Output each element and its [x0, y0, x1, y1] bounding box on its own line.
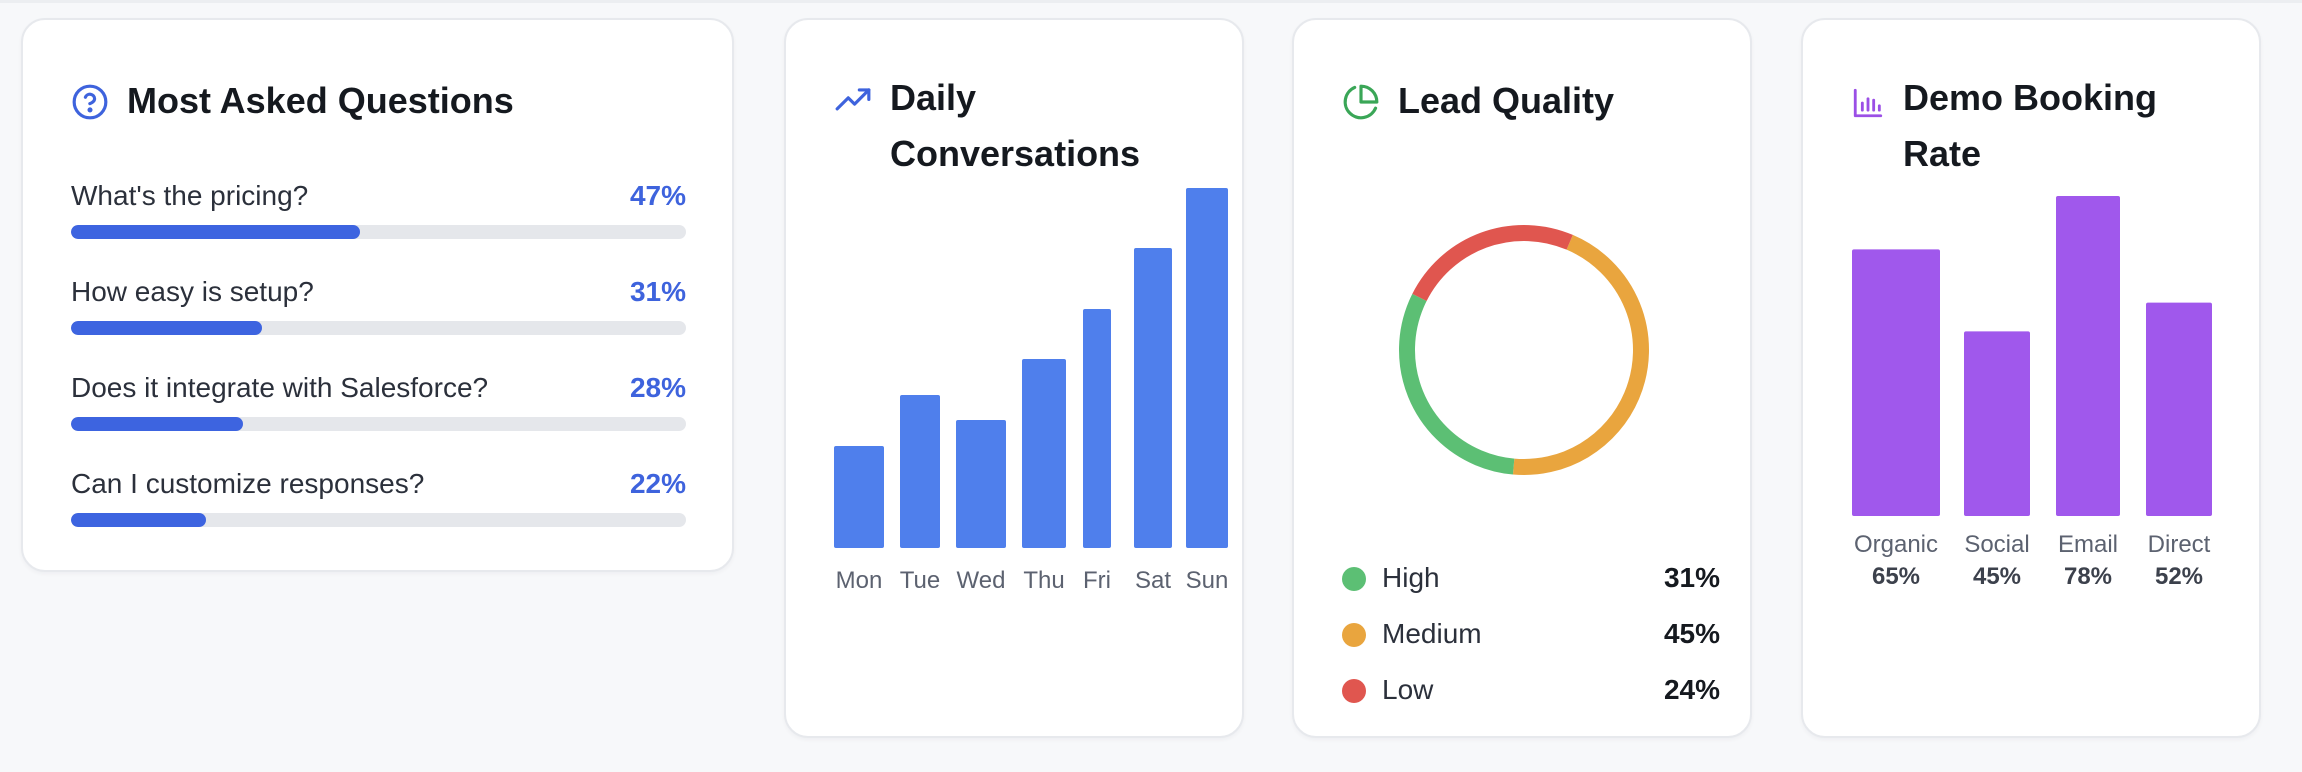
- progress-fill: [71, 225, 361, 239]
- lead-quality-card: Lead Quality High 31% Medium 45% Low 24%: [1292, 18, 1752, 738]
- data-label: 45%: [1973, 563, 2021, 590]
- daily-conversations-card: Daily Conversations Mon Tue Wed Thu Fri Sat Su…: [784, 18, 1244, 738]
- bar-chart-icon: [1851, 86, 1885, 125]
- legend-label: Medium: [1382, 618, 1482, 649]
- progress-fill: [71, 513, 207, 527]
- daily-conversations-chart: Mon Tue Wed Thu Fri Sat Sun: [834, 188, 1229, 594]
- bar: [956, 420, 1006, 548]
- card-title-line-1: Daily: [890, 77, 977, 118]
- legend-value: 31%: [1663, 562, 1720, 593]
- legend-dot: [1342, 679, 1366, 703]
- question-percentage: 28%: [629, 372, 686, 403]
- x-tick-label: Organic: [1854, 531, 1938, 558]
- x-tick-label: Wed: [957, 567, 1006, 594]
- demo-booking-rate-card: Demo Booking Rate Organic 65% Social 45% Ema…: [1801, 18, 2261, 738]
- card-title-line-2: Rate: [1903, 133, 1982, 174]
- x-tick-label: Social: [1964, 531, 2029, 558]
- legend-dot: [1342, 567, 1366, 591]
- most-asked-questions-card: Most Asked Questions What's the pricing?…: [21, 18, 734, 572]
- question-percentage: 31%: [629, 276, 686, 307]
- card-title-line-2: Conversations: [890, 133, 1141, 174]
- x-tick-label: Mon: [836, 567, 883, 594]
- donut-group: [1399, 225, 1649, 475]
- card-title: Daily Conversations: [890, 70, 1140, 182]
- demo-booking-rate-chart: Organic 65% Social 45% Email 78% Direct 52%: [1852, 196, 2212, 590]
- x-tick-label: Email: [2058, 531, 2118, 558]
- question-percentage: 47%: [629, 180, 686, 211]
- bar: [2056, 196, 2120, 516]
- legend-item: High 31%: [1342, 558, 1720, 598]
- card-title: Demo Booking Rate: [1903, 70, 2157, 182]
- question-percentage: 22%: [629, 468, 686, 499]
- question-label: How easy is setup?: [71, 276, 314, 307]
- legend-dot: [1342, 623, 1366, 647]
- legend-item: Medium 45%: [1342, 614, 1720, 654]
- question-label: What's the pricing?: [71, 180, 309, 211]
- lead-quality-donut-chart: [1399, 225, 1649, 475]
- card-header: Lead Quality: [1342, 73, 1614, 129]
- progress-track: [71, 225, 686, 239]
- question-label: Can I customize responses?: [71, 468, 425, 499]
- card-header: Demo Booking Rate: [1851, 70, 2157, 182]
- question-circle-icon: [71, 83, 109, 126]
- progress-fill: [71, 321, 262, 335]
- card-title: Lead Quality: [1398, 80, 1615, 121]
- legend-label: High: [1382, 562, 1440, 593]
- data-label: 78%: [2064, 563, 2112, 590]
- trending-up-icon: [834, 82, 872, 125]
- legend-item: Low 24%: [1342, 670, 1720, 710]
- pie-chart-icon: [1342, 83, 1380, 126]
- x-tick-label: Fri: [1083, 567, 1111, 594]
- donut-slice: [1399, 225, 1649, 475]
- bar: [1186, 188, 1228, 548]
- x-tick-label: Tue: [900, 567, 940, 594]
- bar: [2146, 302, 2212, 516]
- bar: [834, 446, 884, 548]
- progress-track: [71, 417, 686, 431]
- x-tick-label: Thu: [1023, 567, 1064, 594]
- card-header: Daily Conversations: [834, 70, 1140, 182]
- bar: [1134, 248, 1172, 548]
- data-label: 52%: [2155, 563, 2203, 590]
- x-tick-label: Sat: [1135, 567, 1171, 594]
- legend-value: 45%: [1663, 618, 1720, 649]
- card-header: Most Asked Questions: [71, 73, 514, 129]
- card-title: Most Asked Questions: [127, 80, 514, 121]
- progress-fill: [71, 417, 244, 431]
- donut-slice: [1399, 225, 1649, 475]
- data-label: 65%: [1872, 563, 1920, 590]
- bar: [1964, 331, 2030, 516]
- legend-value: 24%: [1663, 674, 1720, 705]
- bar: [1022, 359, 1066, 548]
- bar: [900, 395, 940, 548]
- legend-label: Low: [1382, 674, 1434, 705]
- donut-slice: [1399, 225, 1649, 475]
- progress-track: [71, 321, 686, 335]
- top-border: [0, 0, 2302, 3]
- bar: [1083, 309, 1111, 548]
- x-tick-label: Sun: [1186, 567, 1229, 594]
- progress-track: [71, 513, 686, 527]
- x-tick-label: Direct: [2148, 531, 2211, 558]
- question-label: Does it integrate with Salesforce?: [71, 372, 489, 403]
- card-title-line-1: Demo Booking: [1903, 77, 2158, 118]
- bar: [1852, 249, 1940, 517]
